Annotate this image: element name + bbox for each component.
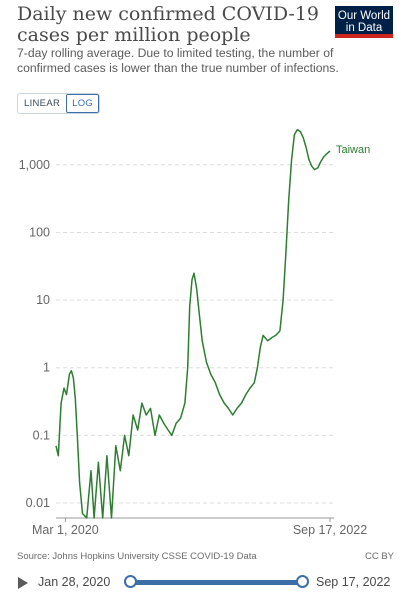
y-tick-label: 10 [36, 293, 50, 307]
license-link[interactable]: CC BY [364, 551, 394, 562]
x-tick-label: Mar 1, 2020 [32, 523, 99, 537]
timeline-end-handle[interactable] [296, 575, 309, 588]
chart-subtitle: 7-day rolling average. Due to limited te… [17, 46, 339, 75]
source-note[interactable]: Source: Johns Hopkins University CSSE CO… [17, 551, 257, 562]
logo-line-1: Our World [337, 10, 391, 22]
series-line [55, 128, 331, 519]
line-chart: 0.01 0.1 1 10 100 1,000 Mar 1, 2020 Sep 17, 202… [19, 128, 370, 537]
timeline-end-label: Sep 17, 2022 [316, 575, 391, 589]
y-tick-label: 100 [29, 225, 50, 239]
y-tick-label: 0.1 [33, 428, 50, 442]
y-tick-label: 0.01 [26, 496, 50, 510]
linear-scale-button[interactable]: LINEAR [18, 94, 67, 113]
timeline-start-label: Jan 28, 2020 [38, 575, 111, 589]
owid-logo[interactable]: Our World in Data [335, 6, 393, 38]
x-tick-label: Sep 17, 2022 [293, 523, 367, 537]
log-scale-button[interactable]: LOG [66, 94, 100, 113]
chart-title: Daily new confirmed COVID-19 cases per m… [17, 3, 319, 46]
logo-line-2: in Data [345, 22, 383, 34]
series-label: Taiwan [336, 144, 370, 156]
timeline-start-handle[interactable] [124, 575, 137, 588]
y-tick-label: 1 [43, 361, 50, 375]
timeline-track[interactable] [130, 580, 302, 585]
y-tick-label: 1,000 [19, 158, 50, 172]
play-icon[interactable] [18, 577, 28, 589]
timeline: Jan 28, 2020 Sep 17, 2022 [0, 570, 411, 596]
scale-toggle: LINEAR LOG [17, 93, 101, 114]
